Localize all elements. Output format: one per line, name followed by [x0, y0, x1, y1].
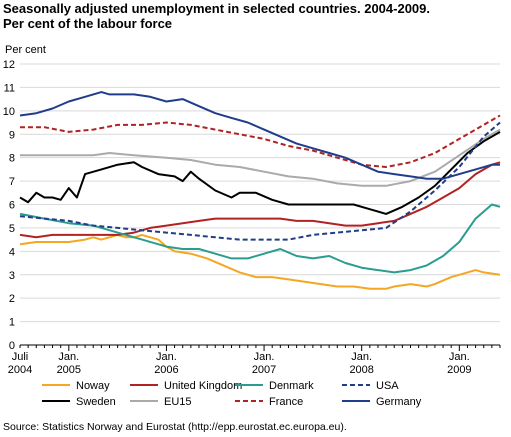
y-tick-label: 10 [3, 106, 15, 118]
grid-lines [20, 63, 500, 323]
legend-label: Denmark [269, 380, 314, 392]
source-note: Source: Statistics Norway and Eurostat (… [3, 421, 347, 433]
x-tick-label: 2007 [252, 364, 276, 376]
y-tick-label: 11 [4, 82, 15, 94]
x-tick-label: 2008 [349, 364, 373, 376]
x-tick-label: Jan. [449, 351, 470, 363]
y-tick-label: 9 [9, 129, 15, 141]
legend-label: Germany [376, 396, 422, 408]
legend-label: United Kingdom [164, 380, 242, 392]
x-tick-label: Jan. [254, 351, 275, 363]
y-tick-label: 8 [9, 153, 15, 165]
series-line-united-kingdom [19, 161, 501, 239]
legend-label: USA [376, 380, 399, 392]
chart-title: Seasonally adjusted unemployment in sele… [3, 1, 508, 31]
y-tick-label: 1 [9, 317, 15, 329]
legend: Noway United Kingdom Denmark USA Sweden EU15 F… [42, 380, 422, 408]
legend-label: France [269, 396, 303, 408]
chart-title-line-2: Per cent of the labour force [3, 16, 173, 31]
x-tick-label: 2006 [154, 364, 178, 376]
legend-label: Noway [76, 380, 110, 392]
y-tick-label: 5 [9, 223, 15, 235]
x-tick-label: 2005 [57, 364, 81, 376]
y-tick-label: 12 [3, 59, 15, 71]
chart-title-line-1: Seasonally adjusted unemployment in sele… [3, 1, 430, 16]
y-tick-label: 7 [9, 176, 15, 188]
legend-label: EU15 [164, 396, 192, 408]
series-line-eu15 [20, 128, 501, 187]
x-tick-label: Jan. [156, 351, 177, 363]
series-line-usa [19, 121, 501, 241]
series-lines [19, 91, 501, 290]
legend-label: Sweden [76, 396, 116, 408]
series-line-france [20, 114, 501, 168]
x-tick-label: Jan. [58, 351, 79, 363]
x-tick-label: 2009 [447, 364, 471, 376]
y-tick-label: 4 [9, 246, 15, 258]
series-line-germany [19, 91, 500, 180]
series-line-sweden [19, 131, 501, 215]
y-tick-label: 0 [9, 340, 15, 352]
x-axis: Juli2004Jan.2005Jan.2006Jan.2007Jan.2008… [8, 344, 501, 376]
series-line-denmark [19, 203, 501, 274]
y-tick-label: 3 [9, 270, 15, 282]
y-axis-unit-label: Per cent [5, 44, 46, 56]
x-tick-label: Jan. [351, 351, 372, 363]
y-tick-label: 2 [9, 293, 15, 305]
x-tick-label: 2004 [8, 364, 32, 376]
x-tick-label: Juli [12, 351, 29, 363]
series-line-noway [19, 233, 501, 290]
y-tick-label: 6 [9, 200, 15, 212]
